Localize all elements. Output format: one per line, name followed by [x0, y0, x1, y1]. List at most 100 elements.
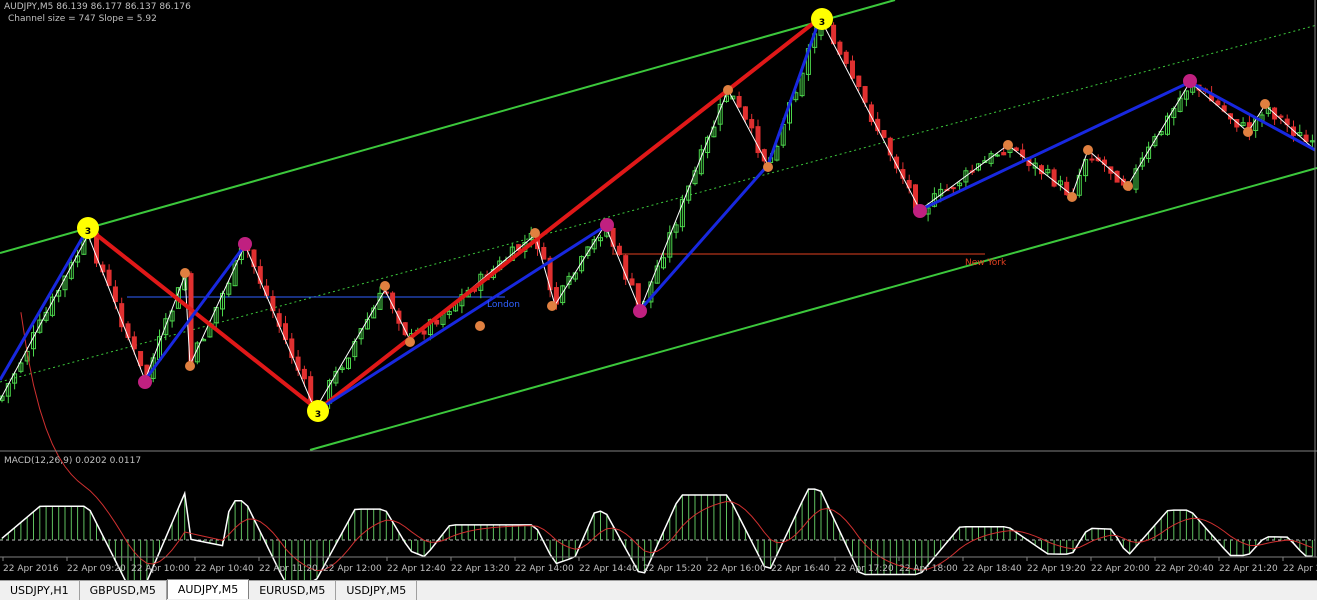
- candle-body: [673, 224, 679, 233]
- chart-tab[interactable]: AUDJPY,M5: [166, 579, 250, 599]
- pivot-minor: [547, 301, 557, 311]
- chart-tab[interactable]: GBPUSD,M5: [80, 581, 167, 600]
- candle-body: [1032, 162, 1038, 169]
- time-label: 22 Apr 20:00: [1091, 564, 1150, 574]
- pivot-minor: [380, 281, 390, 291]
- candle-body: [257, 266, 263, 284]
- time-label: 22 Apr 12:00: [323, 564, 382, 574]
- candle-body: [131, 336, 137, 350]
- candle-body: [598, 237, 603, 242]
- pivot-minor: [475, 321, 485, 331]
- candle-body: [1064, 181, 1070, 196]
- candle-body: [591, 239, 597, 250]
- signal-line: [20, 312, 1313, 572]
- pivot-major: [1183, 74, 1197, 88]
- price-chart: 3 3 3 AUDJPY,M5 86.139 86.177 86.137 86.17…: [0, 0, 1317, 587]
- chart-tab[interactable]: EURUSD,M5: [249, 581, 337, 600]
- candle-body: [1133, 168, 1139, 190]
- pivot-number: 3: [819, 18, 825, 28]
- time-label: 22 Apr 14:40: [579, 564, 638, 574]
- candle-body: [1165, 115, 1170, 135]
- pivot-minor: [405, 337, 415, 347]
- candle-body: [434, 319, 440, 325]
- candle-body: [12, 373, 18, 384]
- candle-body: [1083, 159, 1089, 177]
- time-label: 22 Apr 22:00: [1283, 564, 1317, 574]
- time-label: 22 Apr 16:40: [771, 564, 830, 574]
- candle-body: [976, 163, 981, 171]
- candle-body: [37, 319, 43, 333]
- channel-lower: [309, 167, 1317, 451]
- candle-body: [301, 368, 307, 380]
- candle-body: [1278, 115, 1284, 118]
- time-label: 22 Apr 10:40: [195, 564, 254, 574]
- candle-body: [679, 198, 685, 228]
- pivot-major: [138, 375, 152, 389]
- time-label: 22 Apr 18:00: [899, 564, 958, 574]
- candle-body: [553, 287, 559, 305]
- candle-body: [1152, 136, 1158, 147]
- pivot-minor: [763, 162, 773, 172]
- pivot-top: [307, 400, 329, 422]
- candle-body: [18, 362, 24, 372]
- pivot-major: [633, 304, 647, 318]
- chart-tab[interactable]: USDJPY,H1: [0, 581, 80, 600]
- pivot-top: [77, 217, 99, 239]
- time-label: 22 Apr 20:40: [1155, 564, 1214, 574]
- candle-body: [169, 310, 175, 322]
- time-label: 22 Apr 15:20: [643, 564, 702, 574]
- time-label: 22 Apr 11:20: [259, 564, 318, 574]
- candle-body: [799, 72, 805, 97]
- pivot-minor: [1243, 127, 1253, 137]
- candle-body: [1013, 147, 1019, 151]
- candle-body: [906, 179, 912, 189]
- candle-body: [402, 322, 408, 336]
- candle-body: [106, 269, 112, 286]
- candle-body: [963, 170, 969, 183]
- chart-drawing: 3 3 3: [0, 0, 1317, 587]
- chart-tabs: USDJPY,H1 GBPUSD,M5 AUDJPY,M5 EURUSD,M5 USDJ…: [0, 579, 1317, 600]
- pivot-major: [913, 204, 927, 218]
- chart-tab[interactable]: USDJPY,M5: [336, 581, 418, 600]
- channel-upper: [0, 0, 896, 254]
- time-label: 22 Apr 16:00: [707, 564, 766, 574]
- candle-body: [950, 187, 956, 190]
- candle-body: [295, 356, 301, 371]
- candle-body: [749, 119, 755, 129]
- candle-body: [887, 137, 893, 156]
- candle-body: [1051, 169, 1057, 187]
- candle-body: [623, 255, 629, 280]
- candle-body: [755, 126, 761, 154]
- session-label: New York: [965, 258, 1007, 268]
- candle-body: [616, 245, 622, 255]
- candle-body: [1139, 157, 1145, 167]
- candle-body: [289, 338, 295, 358]
- zigzag-blue: [317, 223, 608, 412]
- candle-body: [931, 193, 937, 207]
- pivot-minor: [180, 268, 190, 278]
- candle-body: [994, 154, 1000, 157]
- time-label: 22 Apr 13:20: [451, 564, 510, 574]
- pivot-minor: [1067, 192, 1077, 202]
- candle-body: [112, 286, 118, 302]
- candle-body: [1089, 158, 1095, 161]
- time-label: 22 Apr 21:20: [1219, 564, 1278, 574]
- pivot-number: 3: [315, 410, 321, 420]
- candle-body: [585, 246, 591, 257]
- pivot-top: [811, 8, 833, 30]
- channel-info: Channel size = 747 Slope = 5.92: [8, 14, 157, 24]
- symbol-info: AUDJPY,M5 86.139 86.177 86.137 86.176: [4, 2, 191, 12]
- zigzag-blue: [0, 227, 90, 381]
- candle-body: [547, 257, 553, 291]
- zigzag-red: [86, 16, 822, 413]
- candle-body: [427, 319, 433, 336]
- candle-body: [837, 41, 843, 55]
- candle-body: [1309, 140, 1315, 143]
- candle-body: [421, 330, 427, 335]
- candle-body: [862, 86, 868, 103]
- candle-body: [1234, 119, 1240, 128]
- candle-body: [610, 227, 616, 247]
- candle-body: [541, 246, 547, 260]
- candle-body: [881, 130, 887, 138]
